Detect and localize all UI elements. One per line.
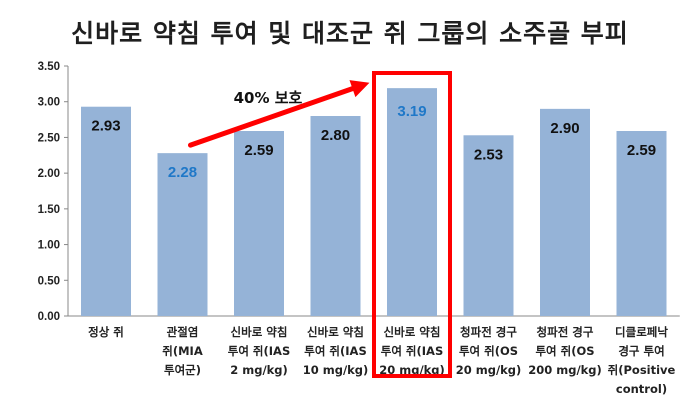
data-label: 2.28 [168,164,197,181]
y-tick-label: 3.00 [38,97,60,109]
data-label: 3.19 [397,103,426,120]
x-tick-label: 10 mg/kg) [303,363,369,377]
x-tick-label: 20 mg/kg) [379,363,445,377]
x-tick-label: 쥐(Positive [608,363,676,377]
bar [540,108,590,316]
x-tick-label: 디클로페낙 [615,325,668,339]
y-tick-label: 2.00 [38,168,60,180]
y-tick-label: 3.50 [38,61,60,73]
x-tick-label: 투여군) [164,363,201,377]
x-tick-label: 정상 쥐 [88,325,124,339]
x-tick-label: 관절염 [167,325,199,339]
annotation-arrow [188,83,363,148]
annotation-label: 40% 보호 [234,89,303,107]
x-tick-label: 2 mg/kg) [230,363,288,377]
x-tick-label: 투여 쥐(OS [459,344,518,358]
data-label: 2.80 [321,127,350,144]
data-label: 2.90 [550,120,579,137]
y-tick-label: 1.00 [38,240,60,252]
x-tick-label: 경구 투여 [618,344,664,358]
bar [463,135,514,316]
highlight-box [372,71,452,378]
x-tick-label: control) [616,382,667,396]
y-tick-label: 2.50 [38,132,60,144]
x-tick-label: 신바로 약침 [231,325,288,339]
x-tick-label: 20 mg/kg) [456,363,522,377]
x-tick-label: 투여 쥐(OS [535,344,594,358]
x-tick-label: 신바로 약침 [384,325,441,339]
bar [234,131,284,316]
data-label: 2.93 [91,118,120,135]
y-tick-label: 0.50 [38,275,60,287]
data-label: 2.59 [627,142,656,159]
x-tick-label: 청파전 경구 [460,325,517,339]
data-label: 2.59 [244,142,273,159]
x-tick-label: 투여 쥐(IAS [304,344,366,358]
bar [616,131,667,316]
bar [387,88,437,317]
x-tick-label: 청파전 경구 [537,325,594,339]
annotation-arrowhead [349,80,370,98]
x-tick-label: 투여 쥐(IAS [381,344,443,358]
x-tick-label: 쥐(MIA [162,344,203,358]
chart-title: 신바로 약침 투여 및 대조군 쥐 그룹의 소주골 부피 [71,19,629,48]
x-tick-label: 200 mg/kg) [528,363,602,377]
y-tick-label: 0.00 [38,311,60,323]
data-label: 2.53 [474,146,503,163]
y-tick-label: 1.50 [38,204,60,216]
x-tick-label: 투여 쥐(IAS [228,344,290,358]
bar [310,116,361,316]
bar [157,153,208,316]
x-tick-label: 신바로 약침 [307,325,364,339]
bar [81,106,131,316]
